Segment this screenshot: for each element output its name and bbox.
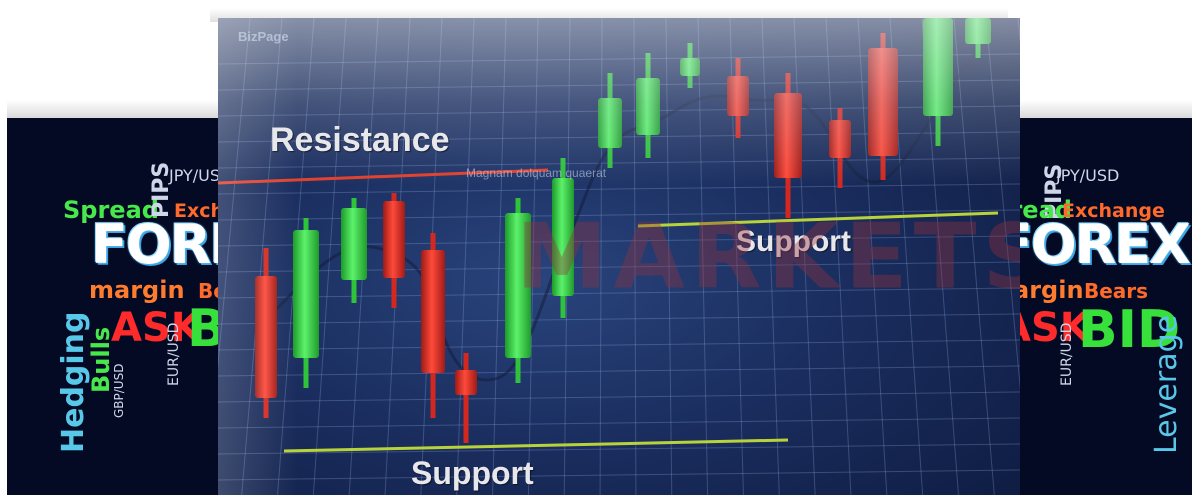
bear-candle xyxy=(383,201,405,278)
word-jpy-usd-right: JPY/USD xyxy=(1056,166,1120,185)
word-forex: FOREX xyxy=(91,213,223,276)
grid-line-h xyxy=(218,313,1020,325)
grid-line-v xyxy=(492,18,507,495)
support-label-upper: Support xyxy=(736,225,851,258)
bull-candle xyxy=(680,58,700,76)
word-hedging: Hedging xyxy=(56,311,91,453)
left-word-cloud: Spread PIPS JPY/USD Exchange FOREX margi… xyxy=(7,118,223,495)
right-word-cloud: PIPS JPY/USD Spread Exchange FOREX margi… xyxy=(998,118,1192,495)
grid-line-h xyxy=(218,417,1020,429)
word-leverage: Leverage xyxy=(1149,314,1184,454)
bear-candle xyxy=(868,48,898,156)
word-exchange: Exchange xyxy=(174,200,223,222)
word-eur-usd-right: EUR/USD xyxy=(1059,322,1075,386)
word-bid: BID xyxy=(187,299,223,359)
grid-line-h xyxy=(218,469,1020,481)
bizpage-label: BizPage xyxy=(238,29,289,44)
word-eur-usd: EUR/USD xyxy=(166,322,182,386)
word-forex-right: FOREX xyxy=(998,213,1191,276)
bear-candle xyxy=(421,250,445,373)
grid-line-h xyxy=(218,339,1020,351)
bull-candle xyxy=(636,78,660,135)
support-line-lower xyxy=(283,438,789,453)
faint-caption: Magnam dolquam quaerat xyxy=(466,166,607,180)
grid-line-h xyxy=(218,79,1020,91)
grid-line-h xyxy=(218,391,1020,403)
word-ask: ASK xyxy=(111,305,202,351)
candlestick-chart-photo: BizPage Magnam dolquam quaerat Resistanc… xyxy=(218,18,1020,495)
support-label-lower: Support xyxy=(411,455,534,491)
bull-candle xyxy=(965,18,991,44)
right-panel-shadow xyxy=(998,100,1192,122)
grid-line-h xyxy=(218,53,1020,65)
bear-candle xyxy=(727,76,749,116)
bull-candle xyxy=(923,18,953,116)
word-spread: Spread xyxy=(63,196,159,224)
left-panel-shadow xyxy=(7,100,223,122)
word-bears-right: Bears xyxy=(1084,279,1149,303)
word-gbp-usd: GBP/USD xyxy=(112,363,126,418)
bear-candle xyxy=(455,370,477,395)
word-bid-right: BID xyxy=(1078,300,1181,360)
word-bulls: Bulls xyxy=(87,326,115,393)
word-jpy-usd: JPY/USD xyxy=(169,166,223,185)
word-margin: margin xyxy=(89,276,185,304)
grid-line-h xyxy=(218,365,1020,377)
word-exchange-right: Exchange xyxy=(1062,200,1165,222)
resistance-label: Resistance xyxy=(270,121,450,159)
word-bears: Bears xyxy=(198,279,223,303)
grid-line-h xyxy=(218,183,1020,195)
bull-candle xyxy=(341,208,367,280)
markets-watermark: MARKETS xyxy=(516,204,1020,309)
bull-candle xyxy=(598,98,622,148)
left-fade xyxy=(218,18,298,495)
bear-candle xyxy=(774,93,802,178)
bear-candle xyxy=(829,120,851,158)
